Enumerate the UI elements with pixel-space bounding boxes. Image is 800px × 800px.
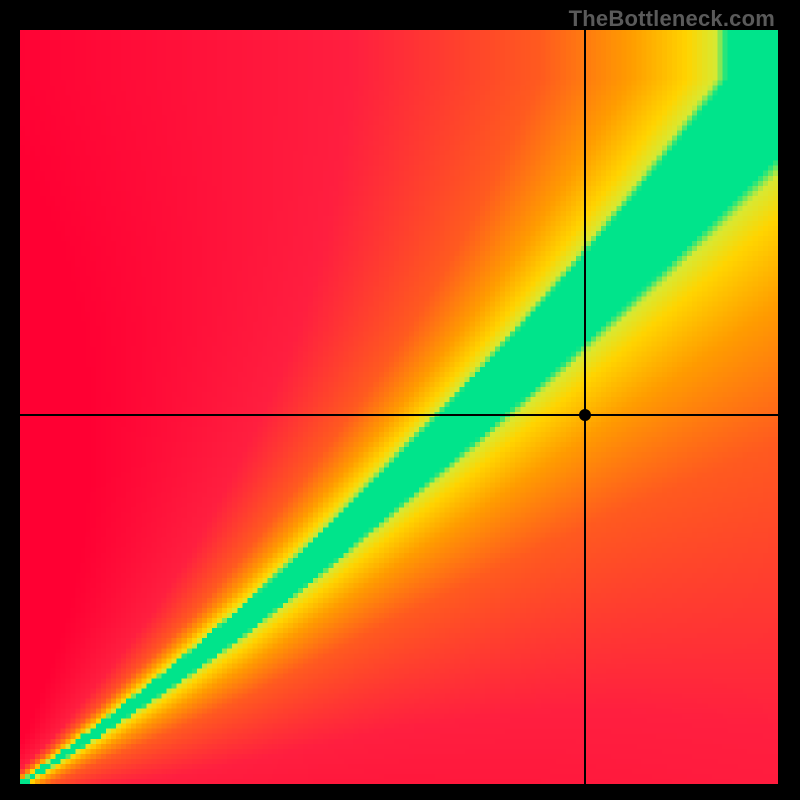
heatmap-canvas (20, 30, 778, 784)
chart-container: TheBottleneck.com (0, 0, 800, 800)
crosshair-horizontal (20, 414, 778, 416)
watermark-text: TheBottleneck.com (569, 6, 775, 32)
marker-dot (579, 409, 591, 421)
plot-area (20, 30, 778, 784)
crosshair-vertical (584, 30, 586, 784)
